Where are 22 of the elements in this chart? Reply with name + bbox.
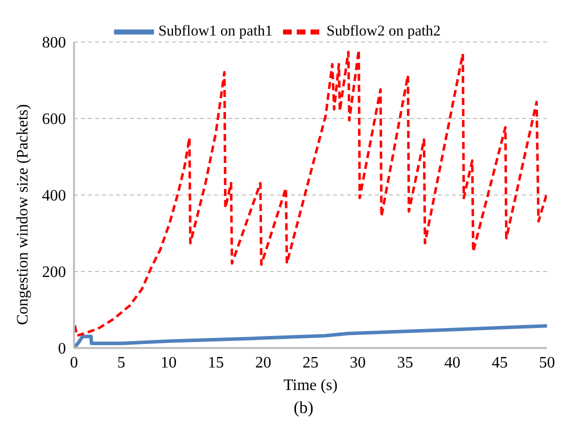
x-tick-label: 40 — [444, 354, 460, 372]
text: (b) — [292, 398, 314, 418]
y-tick-label: 400 — [42, 188, 66, 205]
y-tick-label: 0 — [58, 340, 66, 358]
y-tick-label: 200 — [42, 264, 66, 282]
x-tick-label: 35 — [397, 354, 414, 372]
x-tick-label: 15 — [208, 354, 224, 372]
y-axis-title: Congestion window size (Packets) — [14, 104, 32, 325]
y-tick-label: 800 — [42, 34, 66, 52]
x-axis-title: Time (s) — [283, 377, 338, 394]
x-tick-label: 20 — [255, 354, 272, 372]
legend-label: Subflow1 on path1 — [158, 23, 272, 40]
x-tick-label: 50 — [539, 354, 555, 372]
line-series — [74, 48, 547, 338]
y-tick-label: 600 — [42, 111, 66, 128]
x-tick-label: 25 — [302, 354, 318, 372]
x-tick-label: 10 — [160, 354, 177, 372]
x-tick-label: 30 — [350, 354, 366, 372]
x-tick-label: 5 — [117, 354, 126, 372]
legend-label: Subflow2 on path2 — [326, 23, 441, 40]
x-tick-label: 45 — [492, 354, 508, 372]
x-tick-label: 0 — [70, 354, 78, 372]
